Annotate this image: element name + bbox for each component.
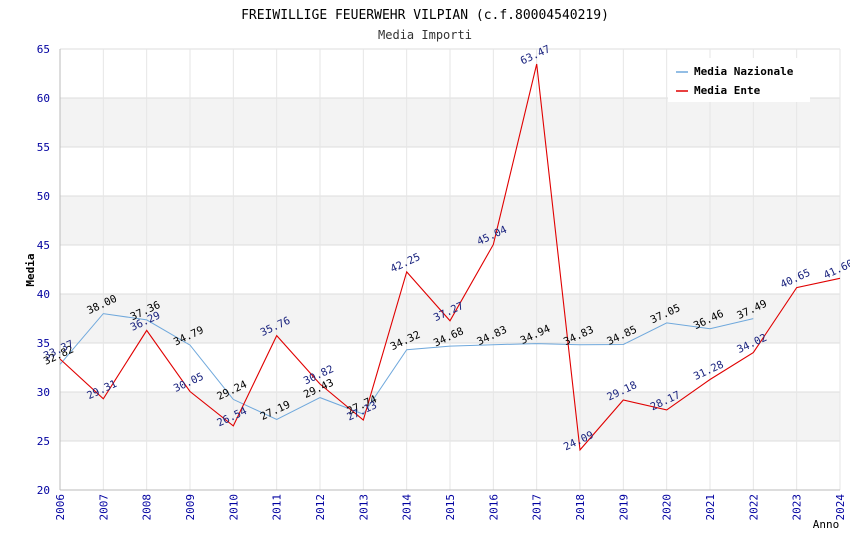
x-tick-label: 2016 [487, 494, 500, 520]
legend-label-ente: Media Ente [694, 84, 761, 97]
legend-box [668, 58, 810, 102]
y-tick-label: 20 [37, 484, 50, 497]
y-tick-label: 30 [37, 386, 50, 399]
x-tick-label: 2023 [791, 494, 804, 521]
chart-subtitle: Media Importi [378, 28, 472, 42]
x-tick-label: 2013 [357, 494, 370, 521]
y-axis-label: Media [24, 253, 37, 286]
y-tick-label: 40 [37, 288, 50, 301]
x-tick-label: 2014 [401, 494, 414, 521]
legend: Media Nazionale Media Ente [668, 58, 810, 102]
y-tick-label: 35 [37, 337, 50, 350]
y-tick-label: 25 [37, 435, 50, 448]
x-tick-label: 2017 [531, 494, 544, 521]
y-tick-labels: 20 25 30 35 40 45 50 55 60 65 [37, 43, 50, 497]
x-tick-labels: 2006 2007 2008 2009 2010 2011 2012 2013 2014 2015… [54, 494, 847, 521]
series-line-nazionale [59, 313, 754, 421]
legend-label-nazionale: Media Nazionale [694, 65, 794, 78]
x-tick-label: 2018 [574, 494, 587, 521]
axes [59, 49, 840, 491]
x-tick-label: 2009 [184, 494, 197, 521]
x-tick-label: 2007 [97, 494, 110, 521]
x-tick-label: 2011 [271, 494, 284, 521]
chart-title: FREIWILLIGE FEUERWEHR VILPIAN (c.f.80004… [241, 8, 609, 23]
y-tick-label: 55 [37, 141, 50, 154]
x-axis-label: Anno [813, 518, 840, 531]
x-tick-label: 2010 [227, 494, 240, 521]
x-tick-label: 2015 [444, 494, 457, 521]
y-tick-label: 45 [37, 239, 50, 252]
x-tick-label: 2012 [314, 494, 327, 521]
series-lines [59, 63, 841, 452]
x-tick-label: 2021 [704, 494, 717, 521]
x-tick-label: 2022 [747, 494, 760, 521]
x-tick-label: 2024 [834, 494, 847, 521]
x-tick-label: 2019 [617, 494, 630, 521]
gridlines [59, 48, 841, 491]
series-line-ente [59, 63, 841, 452]
y-tick-label: 65 [37, 43, 50, 56]
x-tick-label: 2008 [141, 494, 154, 521]
x-tick-label: 2006 [54, 494, 67, 521]
y-tick-label: 60 [37, 92, 50, 105]
x-tick-label: 2020 [661, 494, 674, 521]
y-tick-label: 50 [37, 190, 50, 203]
